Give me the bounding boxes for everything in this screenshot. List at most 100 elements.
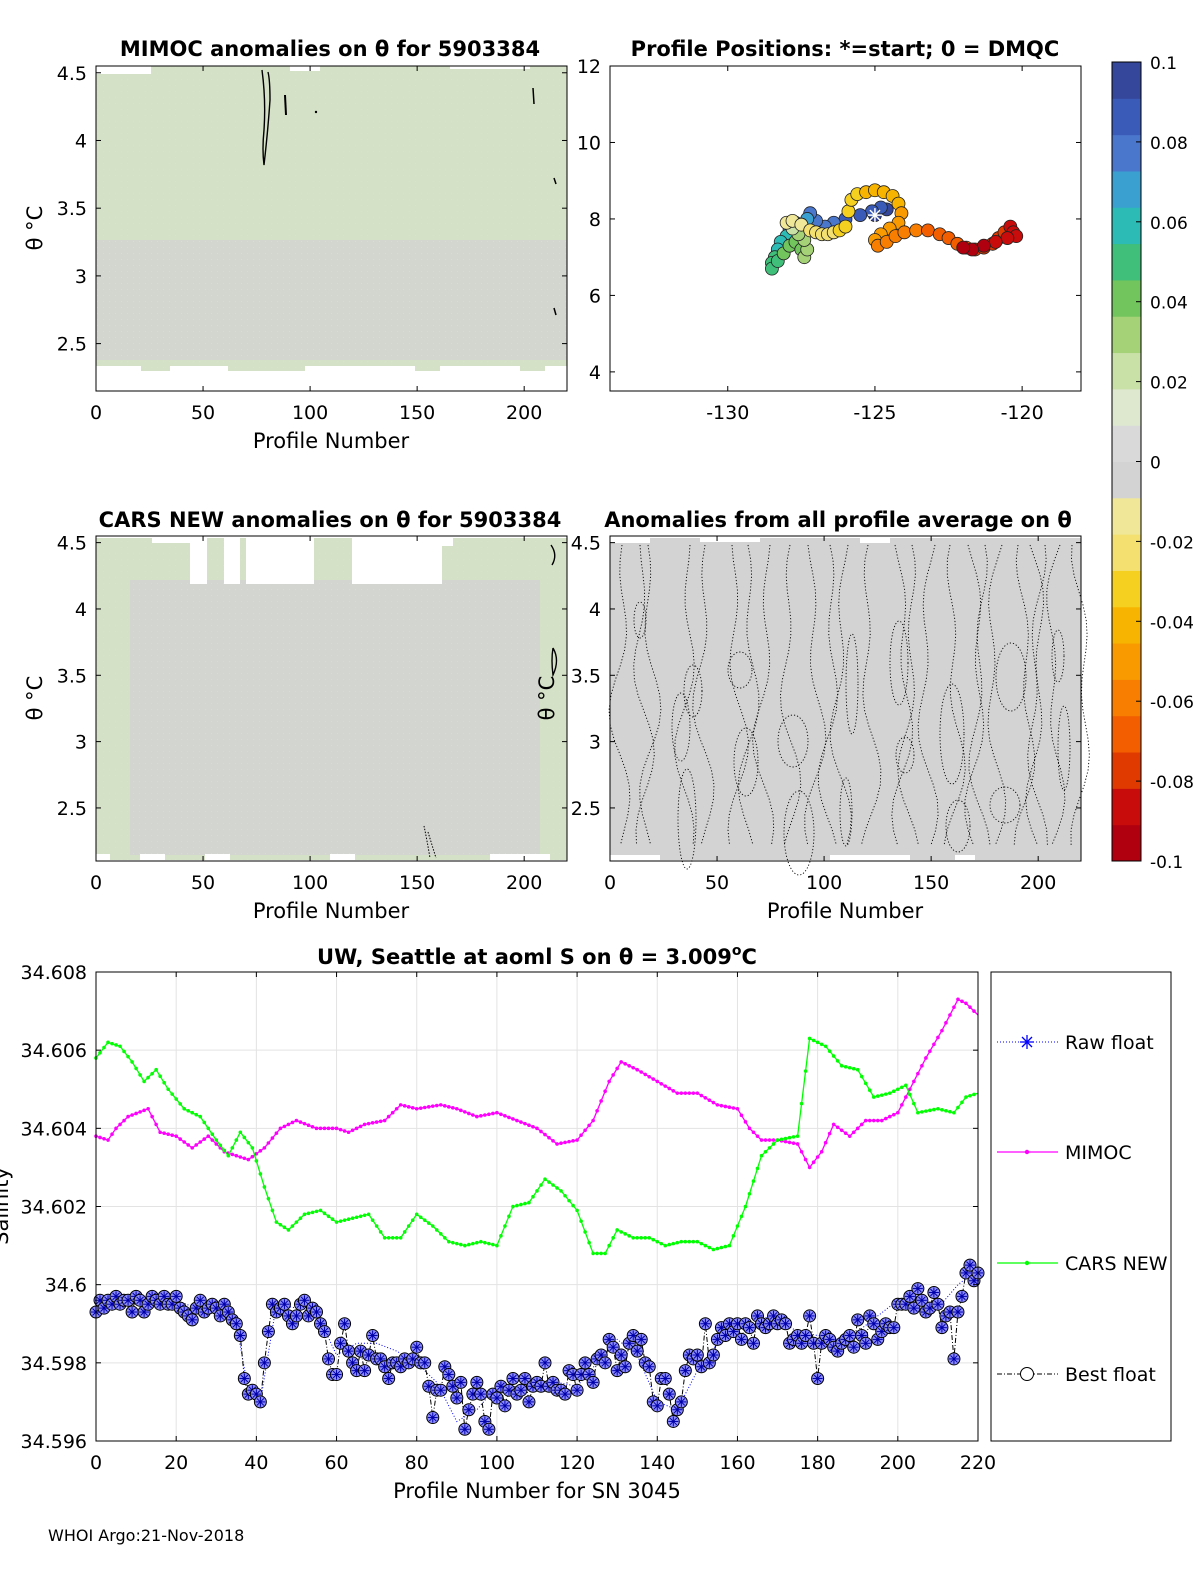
series-point <box>390 1110 395 1115</box>
series-point <box>467 1242 471 1247</box>
best-float-point <box>261 1325 275 1339</box>
series-point <box>459 1242 463 1247</box>
series-point <box>783 1139 788 1144</box>
colorbar-tick-label: 0.1 <box>1150 54 1177 74</box>
series-point <box>422 1218 427 1222</box>
y-tick-label: 34.604 <box>21 1118 87 1140</box>
start-star-marker <box>867 208 882 223</box>
best-float-point <box>618 1360 632 1374</box>
series-point <box>414 1106 419 1111</box>
position-point <box>897 225 912 240</box>
avg-ylabel: θ °C <box>535 676 559 721</box>
colorbar-segment <box>1112 715 1141 753</box>
best-float-point <box>514 1383 528 1397</box>
series-point <box>198 1114 203 1119</box>
x-tick-label: 50 <box>191 872 215 894</box>
series-point <box>960 999 964 1004</box>
best-float-point <box>606 1340 620 1354</box>
best-float-point <box>847 1340 861 1354</box>
series-point <box>386 1235 391 1240</box>
avg-white-bottom-3 <box>955 855 975 861</box>
series-point <box>968 1093 972 1098</box>
legend-items: Raw float MIMOC CARS NEW Best float <box>997 1032 1168 1386</box>
avg-contour-loop <box>733 727 759 797</box>
series-point <box>531 1124 535 1129</box>
best-float-point <box>334 1336 348 1350</box>
series-point <box>683 1239 688 1244</box>
colorbar-segment <box>1112 134 1141 172</box>
series-point <box>302 1212 307 1217</box>
salinity-ticks: 0 20 40 60 80 100 120 140 160 180 200 220 34.596 34.5… <box>21 962 997 1474</box>
colorbar-segment <box>1112 243 1141 281</box>
x-tick-label: 0 <box>90 1452 102 1474</box>
series-point <box>282 1124 287 1129</box>
avg-contour-loop <box>1051 629 1065 683</box>
legend-label: CARS NEW <box>1065 1253 1168 1275</box>
position-point <box>956 240 971 255</box>
avg-contour-loop <box>677 768 697 870</box>
series-point <box>378 1119 383 1124</box>
series-point <box>366 1121 371 1126</box>
series-point <box>675 1091 680 1095</box>
series-point <box>262 1146 267 1150</box>
best-float-point <box>237 1371 251 1385</box>
best-float-point <box>698 1317 712 1331</box>
legend-item: CARS NEW <box>997 1253 1168 1275</box>
series-point <box>438 1232 443 1236</box>
cars-white-top-3 <box>224 538 240 584</box>
series-point <box>647 1074 652 1079</box>
series-point <box>855 1067 860 1072</box>
series-point <box>370 1218 375 1222</box>
series-point <box>579 1219 583 1223</box>
series-point <box>775 1138 780 1142</box>
series-point <box>298 1120 303 1124</box>
series-point <box>290 1224 295 1228</box>
mimoc-contour-3 <box>532 87 535 105</box>
y-tick-label: 4 <box>75 599 87 621</box>
series-point <box>559 1141 563 1145</box>
series-point <box>487 1241 491 1246</box>
series-point <box>687 1091 692 1095</box>
series-point <box>222 1148 227 1153</box>
series-point <box>350 1216 355 1221</box>
series-point <box>406 1105 411 1109</box>
series-point <box>374 1120 379 1124</box>
y-tick-label: 2.5 <box>571 798 601 820</box>
series-point <box>571 1203 575 1208</box>
position-point <box>921 223 935 238</box>
series-point <box>250 1154 255 1159</box>
series-point <box>326 1126 331 1131</box>
series-point <box>110 1041 114 1046</box>
avg-contour-loop <box>727 651 753 689</box>
x-tick-label: 60 <box>324 1452 348 1474</box>
x-tick-label: 150 <box>399 872 435 894</box>
series-point <box>631 1065 636 1070</box>
series-point <box>459 1108 463 1113</box>
best-float-point <box>338 1317 352 1331</box>
series-point <box>471 1113 475 1117</box>
series-point <box>932 1107 936 1112</box>
avg-contour-loop <box>945 799 971 853</box>
series-point <box>863 1081 868 1086</box>
series-point <box>859 1122 864 1127</box>
series-point <box>879 1093 884 1097</box>
position-point <box>1000 231 1015 245</box>
series-point <box>631 1235 636 1240</box>
colorbar-tick-label: -0.06 <box>1150 693 1194 713</box>
series-point <box>539 1129 543 1134</box>
series-point <box>956 997 960 1002</box>
colorbar-segment <box>1112 352 1141 390</box>
series-point <box>719 1103 724 1108</box>
best-float-point <box>911 1282 925 1296</box>
series-point <box>471 1241 475 1246</box>
cars-ticks: 0 50 100 150 200 2.5 3 3.5 4 4.5 <box>57 533 567 894</box>
series-point <box>815 1155 820 1159</box>
series-point <box>960 1100 964 1105</box>
series-point <box>888 1114 892 1119</box>
salinity-xlabel: Profile Number for SN 3045 <box>393 1479 681 1503</box>
cars-contour-2 <box>550 544 556 566</box>
best-float-point <box>702 1356 716 1370</box>
best-float-point <box>614 1348 628 1362</box>
series-point <box>755 1166 760 1171</box>
